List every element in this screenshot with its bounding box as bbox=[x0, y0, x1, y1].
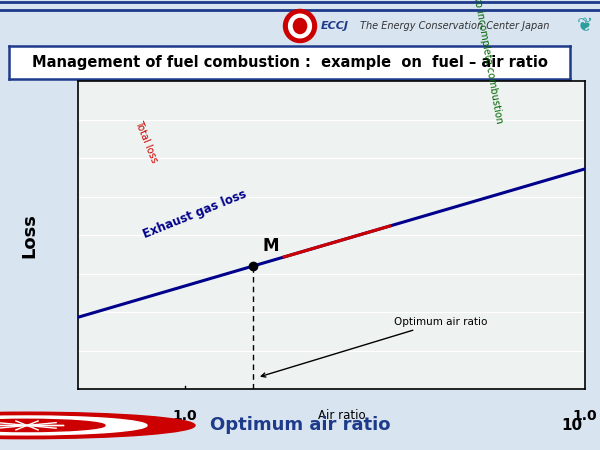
Circle shape bbox=[0, 416, 147, 435]
Text: Optimum air ratio: Optimum air ratio bbox=[262, 317, 488, 377]
Text: ECCJ: ECCJ bbox=[54, 419, 82, 432]
Text: 1.0: 1.0 bbox=[572, 410, 598, 423]
Ellipse shape bbox=[289, 14, 311, 38]
Circle shape bbox=[0, 419, 105, 432]
Ellipse shape bbox=[284, 9, 317, 43]
Text: Air ratio: Air ratio bbox=[318, 410, 366, 422]
Text: Loss: Loss bbox=[21, 213, 39, 257]
Text: Exhaust gas loss: Exhaust gas loss bbox=[141, 188, 248, 241]
Text: ECCJ: ECCJ bbox=[321, 21, 349, 31]
Text: ❦: ❦ bbox=[577, 17, 593, 36]
Text: M: M bbox=[263, 237, 280, 255]
Text: The Energy Conservation Center Japan: The Energy Conservation Center Japan bbox=[360, 21, 550, 31]
Circle shape bbox=[0, 412, 195, 439]
Text: Management of fuel combustion :  example  on  fuel – air ratio: Management of fuel combustion : example … bbox=[32, 55, 547, 70]
Text: 10: 10 bbox=[561, 418, 582, 433]
Ellipse shape bbox=[293, 18, 307, 34]
Text: Total loss: Total loss bbox=[133, 119, 160, 164]
Text: Optimum air ratio: Optimum air ratio bbox=[210, 416, 390, 434]
Text: Loss due to incomplete combustion: Loss due to incomplete combustion bbox=[464, 0, 503, 124]
Text: 1.0: 1.0 bbox=[172, 410, 197, 423]
